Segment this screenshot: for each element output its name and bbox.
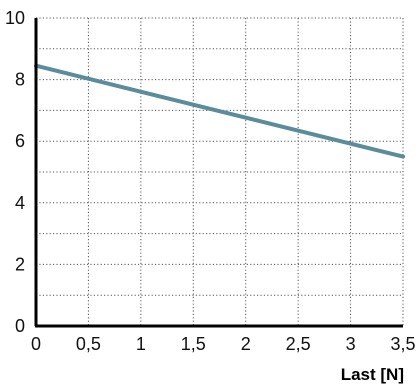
plot-lines <box>34 63 405 159</box>
y-tick-label: 10 <box>5 8 25 28</box>
x-tick-label: 0 <box>31 334 41 354</box>
x-tick-label: 2 <box>241 334 251 354</box>
x-tick-label: 1,5 <box>181 334 206 354</box>
x-tick-label: 3,5 <box>390 334 415 354</box>
y-tick-label: 4 <box>15 193 25 213</box>
y-tick-label: 0 <box>15 316 25 336</box>
y-tick-label: 8 <box>15 70 25 90</box>
x-tick-label: 1 <box>136 334 146 354</box>
x-tick-labels: 0 0,5 1 1,5 2 2,5 3 3,5 <box>31 334 416 354</box>
y-tick-label: 2 <box>15 254 25 274</box>
grid <box>36 17 404 326</box>
series-line <box>34 63 405 159</box>
y-tick-label: 6 <box>15 131 25 151</box>
x-tick-label: 0,5 <box>76 334 101 354</box>
x-tick-label: 3 <box>346 334 356 354</box>
y-tick-labels: 0 2 4 6 8 10 <box>5 8 25 336</box>
x-axis-title: Last [N] <box>341 365 404 384</box>
x-tick-label: 2,5 <box>286 334 311 354</box>
